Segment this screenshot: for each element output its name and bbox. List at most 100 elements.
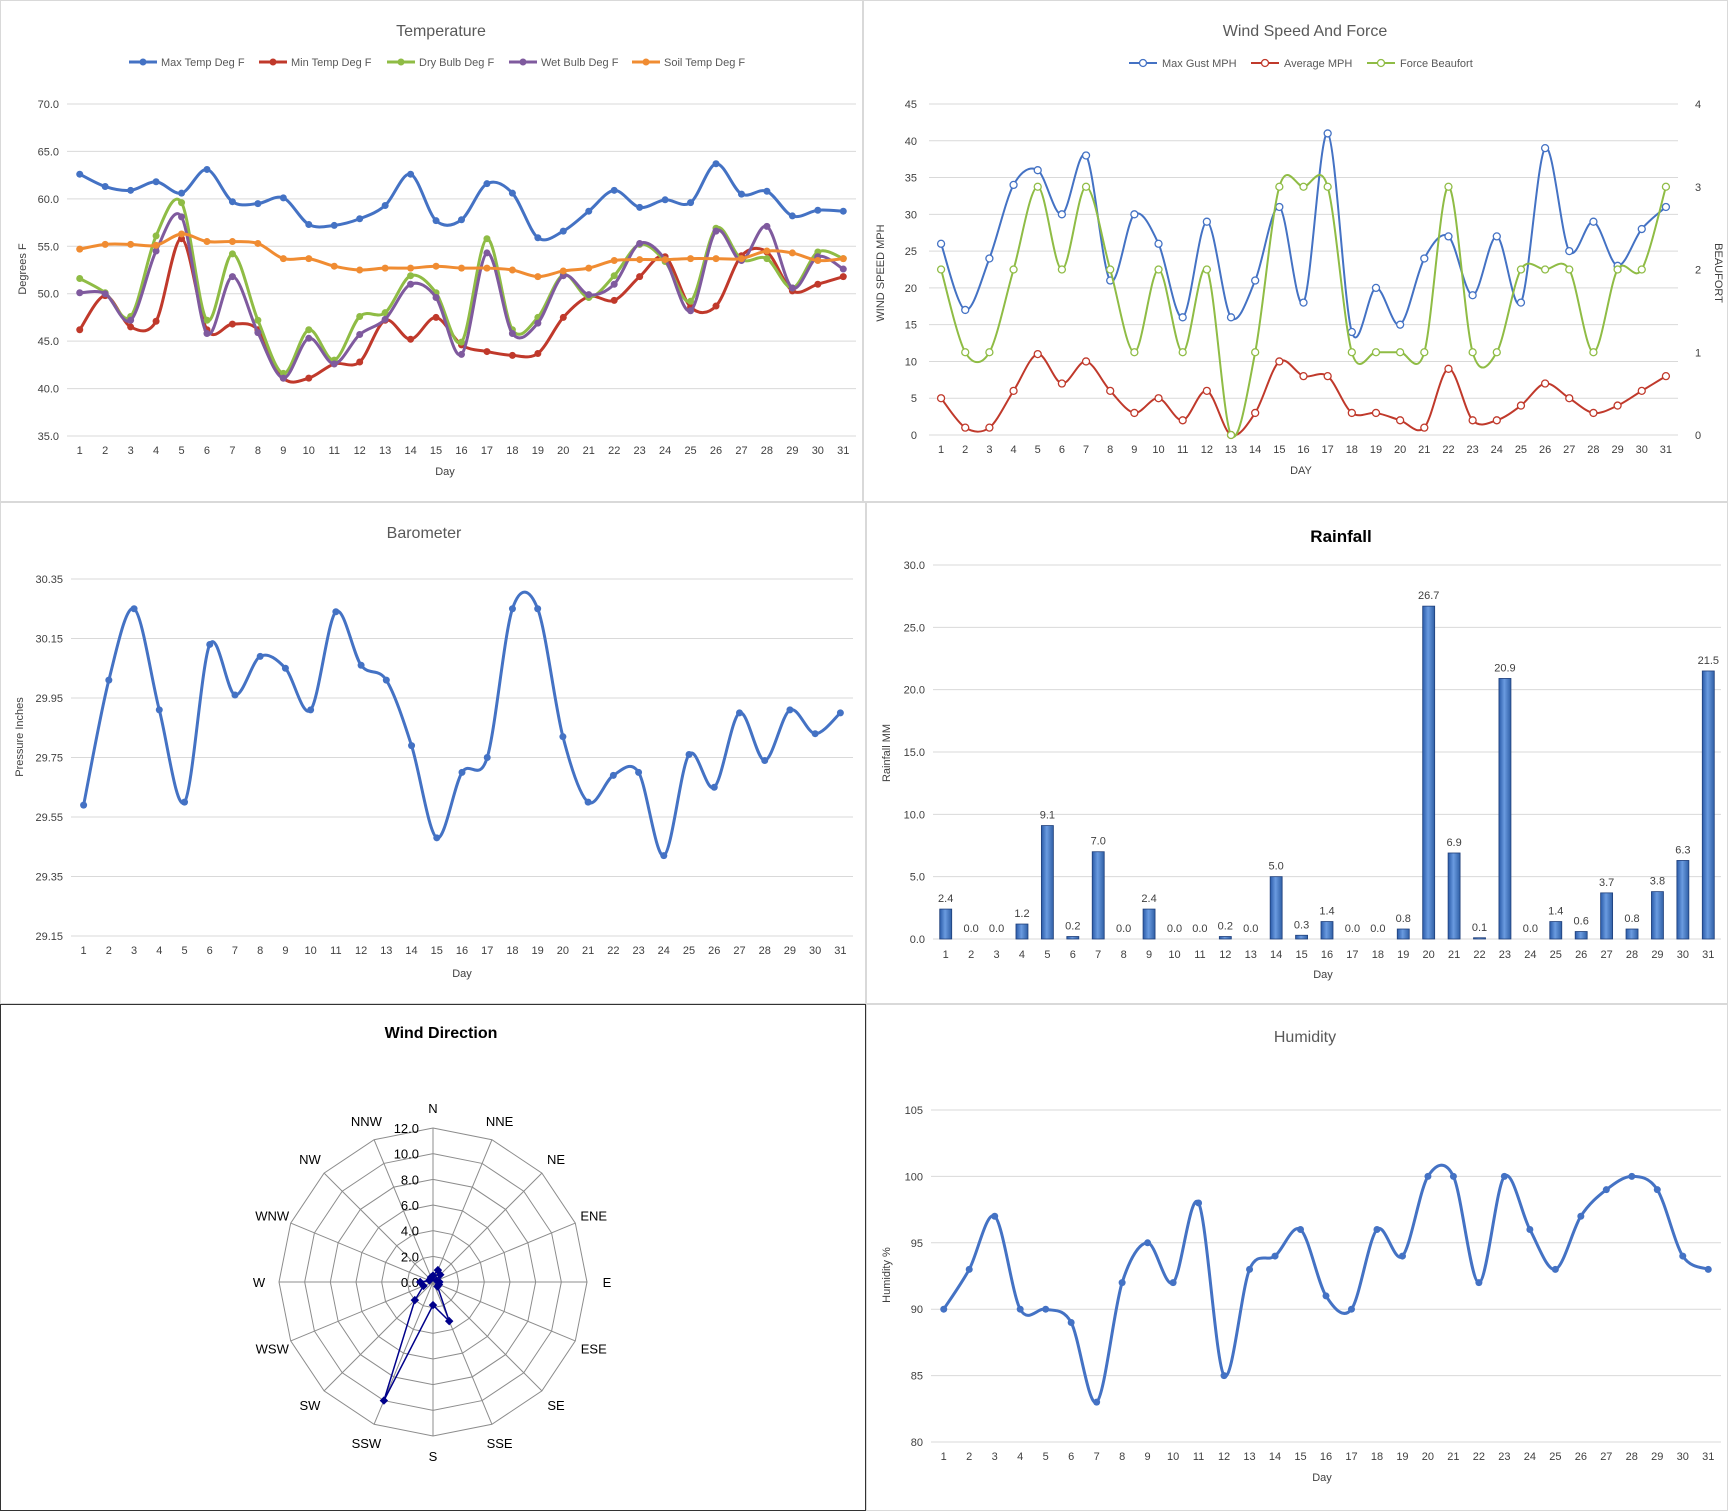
wind-point bbox=[1371, 348, 1381, 357]
temperature-point bbox=[839, 207, 847, 215]
temperature-x-tick-label: 19 bbox=[532, 445, 544, 457]
barometer-point bbox=[534, 605, 542, 613]
rainfall-data-label: 0.0 bbox=[1167, 923, 1182, 935]
wind-point bbox=[1178, 348, 1187, 357]
humidity-point bbox=[1322, 1292, 1330, 1300]
temperature-point bbox=[127, 323, 135, 331]
rainfall-data-label: 3.7 bbox=[1599, 877, 1614, 889]
wind-direction-point bbox=[415, 1277, 425, 1287]
barometer-point bbox=[609, 771, 617, 779]
barometer-point bbox=[357, 661, 365, 669]
humidity-x-tick-label: 11 bbox=[1193, 1451, 1204, 1463]
rainfall-bar bbox=[939, 908, 953, 940]
wind-point bbox=[1661, 372, 1671, 381]
wind-point bbox=[1154, 394, 1163, 403]
barometer-point bbox=[433, 834, 441, 842]
temperature-point bbox=[432, 294, 440, 302]
wind-point bbox=[1154, 265, 1163, 274]
temperature-x-tick-label: 30 bbox=[812, 445, 824, 457]
barometer-y-axis-label: Pressure Inches bbox=[14, 697, 26, 777]
temperature-point bbox=[636, 239, 644, 247]
temperature-legend-label: Wet Bulb Deg F bbox=[541, 57, 619, 69]
wind-direction-label: N bbox=[428, 1101, 437, 1116]
humidity-y-tick-label: 100 bbox=[905, 1171, 923, 1183]
wind-point bbox=[1275, 182, 1284, 191]
humidity-x-tick-label: 16 bbox=[1320, 1451, 1332, 1463]
temperature-point bbox=[381, 309, 389, 317]
wind-direction-r-tick-label: 8.0 bbox=[401, 1172, 419, 1187]
humidity-x-tick-label: 17 bbox=[1345, 1451, 1357, 1463]
wind-point bbox=[1395, 320, 1405, 329]
temperature-legend-label: Max Temp Deg F bbox=[161, 57, 245, 69]
barometer-y-tick-label: 29.15 bbox=[35, 931, 63, 943]
wind-y-tick-label: 20 bbox=[905, 283, 917, 295]
rainfall-y-tick-label: 20.0 bbox=[904, 685, 925, 697]
temperature-point bbox=[712, 255, 720, 263]
barometer-x-tick-label: 2 bbox=[106, 945, 112, 957]
barometer-point bbox=[811, 730, 819, 738]
rainfall-bar bbox=[1625, 928, 1639, 940]
wind-direction-label: ENE bbox=[580, 1208, 607, 1223]
wind-legend: Max Gust MPH Average MPH Force Beaufort bbox=[1129, 58, 1473, 70]
temperature-x-tick-label: 5 bbox=[178, 445, 184, 457]
temperature-point bbox=[356, 358, 364, 366]
wind-point bbox=[1130, 210, 1139, 219]
humidity-x-tick-label: 4 bbox=[1017, 1451, 1023, 1463]
temperature-point bbox=[483, 249, 491, 257]
wind-x-tick-label: 1 bbox=[938, 444, 944, 456]
wind-x-tick-label: 13 bbox=[1225, 444, 1237, 456]
wind-x-tick-label: 28 bbox=[1587, 444, 1599, 456]
temperature-point bbox=[76, 289, 84, 297]
barometer-point bbox=[332, 608, 340, 616]
temperature-point bbox=[559, 313, 567, 321]
wind-point bbox=[1275, 357, 1284, 366]
humidity-x-tick-label: 10 bbox=[1167, 1451, 1179, 1463]
wind-direction-label: SSW bbox=[352, 1436, 382, 1451]
humidity-point bbox=[965, 1265, 973, 1273]
wind-point bbox=[1540, 379, 1550, 388]
barometer-point bbox=[786, 706, 794, 714]
wind-point bbox=[1492, 348, 1501, 357]
barometer-point bbox=[710, 783, 718, 791]
temperature-x-tick-label: 8 bbox=[255, 445, 261, 457]
temperature-y-tick-label: 55.0 bbox=[38, 241, 59, 253]
temperature-point bbox=[839, 265, 847, 273]
temperature-point bbox=[203, 165, 211, 173]
wind-y-tick-label: 0 bbox=[911, 430, 917, 442]
humidity-point bbox=[1500, 1172, 1508, 1180]
temperature-x-tick-label: 26 bbox=[710, 445, 722, 457]
rainfall-data-label: 1.4 bbox=[1548, 906, 1563, 918]
temperature-point bbox=[254, 200, 262, 208]
rainfall-y-tick-label: 30.0 bbox=[904, 560, 925, 572]
wind-point bbox=[1444, 182, 1453, 191]
rainfall-x-tick-label: 20 bbox=[1423, 949, 1435, 961]
temperature-point bbox=[254, 316, 262, 324]
rainfall-x-tick-label: 13 bbox=[1245, 949, 1257, 961]
wind-point bbox=[1299, 182, 1308, 191]
rainfall-x-tick-label: 15 bbox=[1295, 949, 1307, 961]
wind-direction-chart: Wind Direction N NNE NE ENE E ESE SE SSE S SSW SW W… bbox=[253, 1025, 612, 1464]
humidity-x-tick-label: 5 bbox=[1043, 1451, 1049, 1463]
rainfall-x-tick-label: 12 bbox=[1219, 949, 1231, 961]
wind-x-tick-label: 18 bbox=[1346, 444, 1358, 456]
temperature-point bbox=[610, 280, 618, 288]
temperature-point bbox=[432, 262, 440, 270]
rainfall-data-label: 0.0 bbox=[1192, 923, 1207, 935]
rainfall-bar bbox=[1574, 931, 1588, 940]
temperature-x-tick-label: 22 bbox=[608, 445, 620, 457]
temperature-x-tick-label: 4 bbox=[153, 445, 159, 457]
barometer-x-tick-label: 19 bbox=[532, 945, 544, 957]
rainfall-data-label: 0.0 bbox=[1116, 923, 1131, 935]
humidity-x-tick-label: 27 bbox=[1600, 1451, 1612, 1463]
temperature-legend-marker bbox=[397, 58, 405, 66]
barometer-x-tick-label: 16 bbox=[456, 945, 468, 957]
temperature-x-tick-label: 23 bbox=[634, 445, 646, 457]
temperature-point bbox=[127, 186, 135, 194]
humidity-point bbox=[1016, 1305, 1024, 1313]
wind-direction-label: S bbox=[429, 1449, 438, 1464]
temperature-legend-marker bbox=[269, 58, 277, 66]
humidity-x-tick-label: 26 bbox=[1575, 1451, 1587, 1463]
temperature-x-tick-label: 27 bbox=[735, 445, 747, 457]
wind-x-tick-label: 29 bbox=[1611, 444, 1623, 456]
wind-point bbox=[1516, 265, 1526, 274]
